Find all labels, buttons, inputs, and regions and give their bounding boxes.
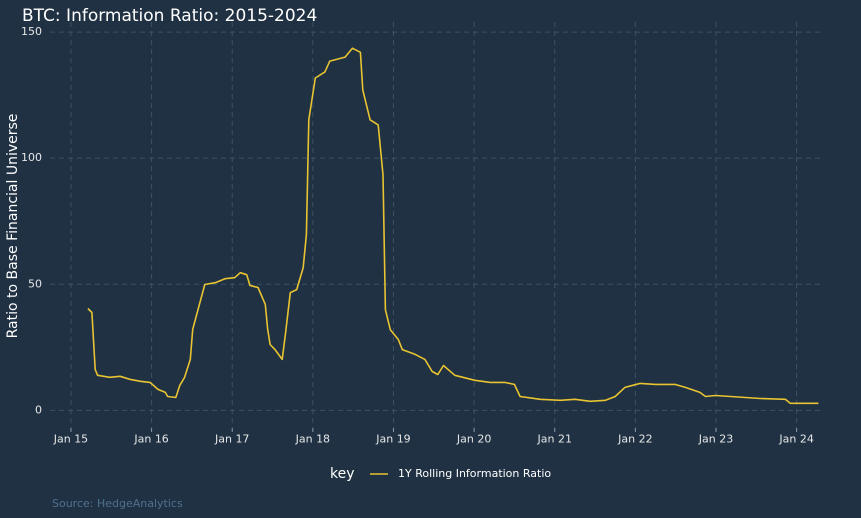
source-note: Source: HedgeAnalytics [52, 497, 183, 510]
x-tick-label: Jan 16 [133, 433, 168, 446]
x-tick-label: Jan 18 [295, 433, 330, 446]
y-axis-label: Ratio to Base Financial Universe [5, 114, 21, 339]
x-tick-label: Jan 19 [375, 433, 410, 446]
chart-title: BTC: Information Ratio: 2015-2024 [22, 6, 317, 26]
data-line [87, 47, 819, 405]
x-tick-label: Jan 20 [456, 433, 491, 446]
x-tick-label: Jan 15 [53, 433, 88, 446]
legend-label: 1Y Rolling Information Ratio [398, 467, 551, 480]
y-tick-label: 50 [28, 277, 42, 290]
x-tick-label: Jan 21 [537, 433, 572, 446]
y-tick-label: 150 [21, 25, 42, 38]
x-tick-label: Jan 23 [698, 433, 733, 446]
y-tick-label: 0 [35, 403, 42, 416]
legend-title: key [330, 466, 355, 482]
y-tick-label: 100 [21, 151, 42, 164]
x-tick-label: Jan 22 [617, 433, 652, 446]
x-tick-label: Jan 24 [778, 433, 813, 446]
x-tick-label: Jan 17 [214, 433, 249, 446]
